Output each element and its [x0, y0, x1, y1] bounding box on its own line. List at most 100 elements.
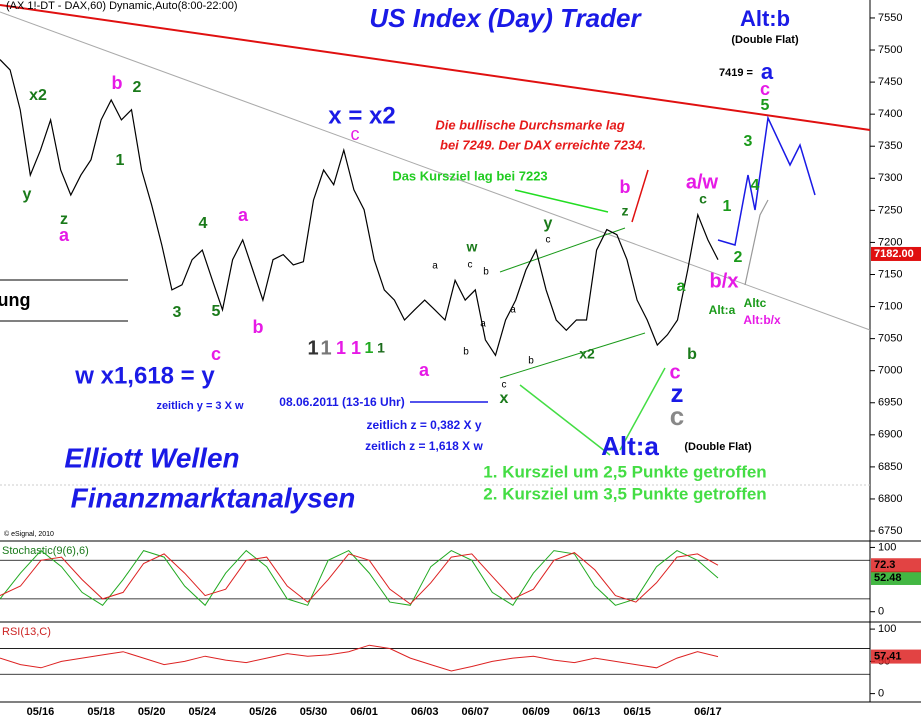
source: © eSignal, 2010	[4, 530, 54, 538]
y-tick-label: 7250	[878, 204, 902, 216]
annotation: 1	[116, 152, 125, 169]
y-tick-label: 7150	[878, 268, 902, 280]
annotation: 4	[199, 215, 208, 232]
annotation: c	[468, 260, 473, 271]
annotation: c	[760, 79, 770, 99]
annotation: 4	[751, 177, 760, 194]
y-tick-label: 7450	[878, 76, 902, 88]
annotation: zeitlich y = 3 X w	[156, 400, 244, 412]
annotation: 1	[365, 340, 374, 357]
projection	[717, 115, 816, 246]
annotation: b	[620, 177, 631, 197]
annotation: x2	[579, 346, 595, 362]
annotation: a	[238, 205, 249, 225]
annotation: z	[60, 211, 68, 228]
annotation: w	[466, 239, 478, 255]
x-tick-label: 06/07	[462, 706, 490, 718]
annotation: 08.06.2011 (13-16 Uhr)	[279, 395, 404, 409]
annotation: 7419 =	[719, 67, 753, 79]
y-tick-label: 6850	[878, 461, 902, 473]
annotation: zeitlich z = 1,618 X w	[365, 439, 483, 453]
annotation: (Double Flat)	[684, 441, 752, 453]
annotation: y	[544, 215, 553, 232]
annotation: 1	[723, 198, 732, 215]
series-line	[0, 552, 719, 605]
annotation: a	[761, 59, 774, 84]
annotation: a	[432, 261, 438, 272]
annotation: b	[483, 267, 489, 278]
annotation: a	[480, 319, 486, 330]
annotation: x	[500, 390, 509, 407]
annotation: b/x	[710, 270, 739, 292]
annotation: z	[622, 203, 629, 219]
arrows	[410, 169, 666, 456]
y-tick-label: 7400	[878, 108, 902, 120]
annotation: 1	[307, 337, 318, 359]
x-tick-label: 05/20	[138, 706, 166, 718]
y-tick-label: 7050	[878, 333, 902, 345]
y-tick-label: 7100	[878, 300, 902, 312]
x-tick-label: 05/24	[188, 706, 216, 718]
annotation: 1	[336, 338, 346, 358]
annotation: Alt:b/x	[743, 313, 781, 327]
y-tick-label: 7550	[878, 12, 902, 24]
annotation: 2	[734, 249, 743, 266]
current-marker	[871, 558, 921, 573]
annotation: 1	[377, 340, 385, 356]
annotation: 1. Kursziel um 2,5 Punkte getroffen	[483, 462, 766, 481]
annotation: Die bullische Durchsmarke lag	[435, 117, 624, 132]
annotation: c	[669, 361, 680, 383]
annotation: Das Kursziel lag bei 7223	[392, 168, 547, 183]
y-tick-label: 6900	[878, 429, 902, 441]
x-tick-label: 06/13	[573, 706, 601, 718]
y-tick-label: 6800	[878, 493, 902, 505]
annotation: bei 7249. Der DAX erreichte 7234.	[440, 137, 646, 152]
x-tick-label: 05/18	[87, 706, 115, 718]
annotation: 2	[133, 79, 142, 96]
panel-title: RSI(13,C)	[2, 626, 51, 638]
annotation: a	[419, 360, 430, 380]
annotation: c	[699, 191, 707, 207]
annotation: Altc	[744, 296, 767, 310]
current-marker	[871, 246, 921, 261]
annotation: c	[211, 344, 221, 364]
current-marker	[871, 649, 921, 664]
annotation: a	[677, 278, 686, 295]
annotation: 1	[320, 337, 331, 359]
header: (AX 1!-DT - DAX,60) Dynamic,Auto(8:00-22…	[6, 0, 238, 12]
annotation: x2	[29, 87, 47, 104]
annotation: 2. Kursziel um 3,5 Punkte getroffen	[483, 484, 766, 503]
annotation: Alt:b	[740, 6, 790, 31]
channel-line	[499, 332, 646, 379]
annotation: b	[463, 347, 469, 358]
annotation: w x1,618 = y	[74, 362, 215, 389]
annotation: x = x2	[328, 102, 395, 129]
annotation: ung	[0, 290, 31, 310]
panel-title: Stochastic(9(6),6)	[2, 545, 89, 557]
annotation: c	[351, 124, 360, 144]
x-tick-label: 05/26	[249, 706, 277, 718]
annotation: y	[23, 186, 32, 203]
annotation: 3	[173, 304, 182, 321]
annotation: b	[528, 356, 534, 367]
annotation: 5	[761, 97, 770, 114]
current-marker	[871, 570, 921, 585]
annotation: zeitlich z = 0,382 X y	[366, 418, 481, 432]
x-tick-label: 06/17	[694, 706, 722, 718]
y-tick-label: 7300	[878, 172, 902, 184]
current-label: 72.3	[874, 559, 895, 571]
y-tick-label: 100	[878, 623, 896, 635]
annotation: b	[687, 346, 697, 363]
x-tick-label: 06/09	[522, 706, 550, 718]
y-tick-label: 7350	[878, 140, 902, 152]
y-tick-label: 0	[878, 606, 884, 618]
series-line	[0, 644, 719, 672]
y-tick-label: 6750	[878, 525, 902, 537]
x-tick-label: 06/03	[411, 706, 439, 718]
x-tick-label: 06/15	[623, 706, 651, 718]
annotation: z	[671, 378, 684, 408]
annotation: (Double Flat)	[731, 34, 799, 46]
y-tick-label: 6950	[878, 397, 902, 409]
